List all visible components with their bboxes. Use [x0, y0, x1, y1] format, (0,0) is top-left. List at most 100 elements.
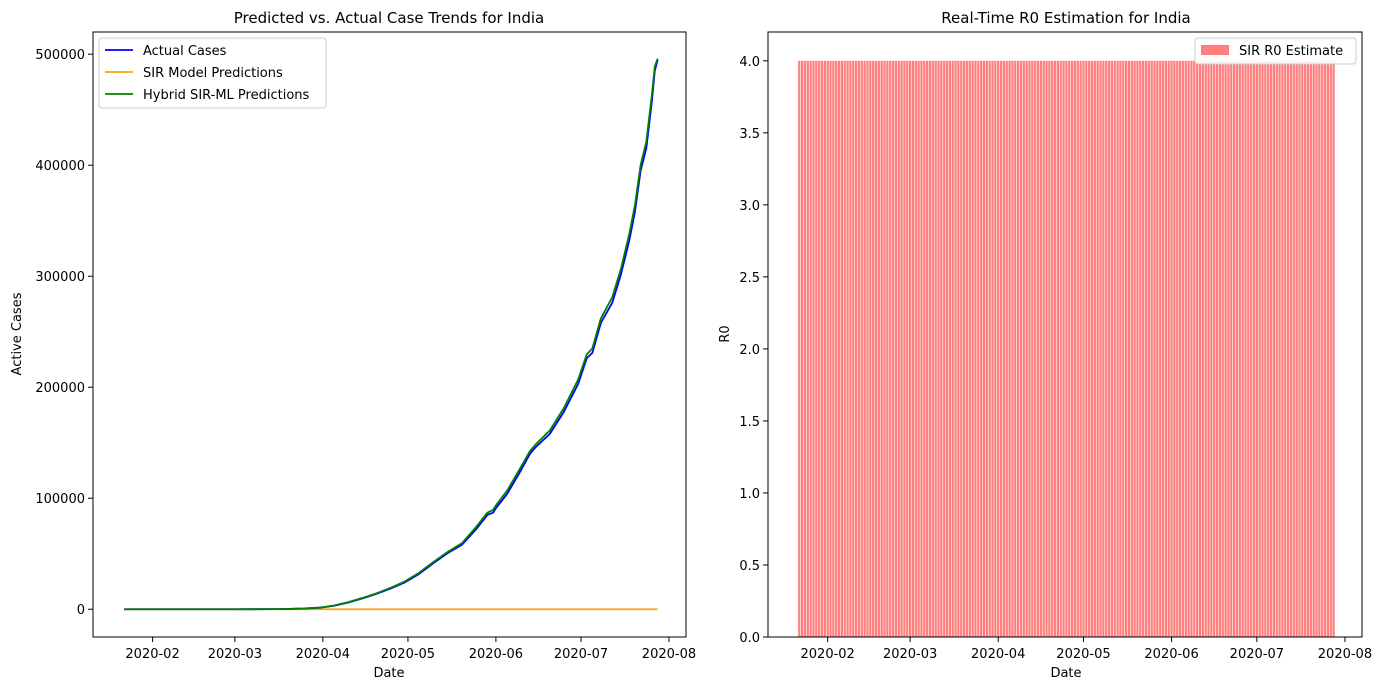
r0-bar: [1198, 60, 1202, 638]
r0-bar: [988, 60, 991, 638]
r0-bar: [880, 60, 883, 638]
r0-bar: [1306, 60, 1310, 638]
r0-bar: [1250, 60, 1253, 638]
r0-bar: [852, 60, 855, 638]
r0-bar: [1164, 60, 1168, 638]
x-tick-label: 2020-06: [469, 647, 523, 662]
y-tick-label: 300000: [35, 270, 85, 285]
r0-bar: [809, 60, 812, 638]
r0-bar: [1167, 60, 1170, 638]
case-trends-chart: Predicted vs. Actual Case Trends for Ind…: [10, 9, 696, 681]
y-tick-label: 100000: [35, 492, 85, 507]
r0-bar: [1019, 60, 1023, 638]
r0-bar: [900, 60, 903, 638]
r0-bar: [1153, 60, 1156, 638]
r0-bar: [1210, 60, 1213, 638]
r0-bar: [1034, 60, 1037, 638]
r0-bar: [1221, 60, 1224, 638]
r0-bar: [889, 60, 892, 638]
r0-bar: [866, 60, 869, 638]
legend-box: [98, 37, 327, 109]
legend-label-hybrid: Hybrid SIR-ML Predictions: [143, 88, 310, 103]
r0-bar: [1213, 60, 1216, 638]
r0-bar: [1193, 60, 1196, 638]
r0-bar: [1247, 60, 1250, 638]
r0-bar: [1028, 60, 1031, 638]
r0-bar: [1119, 60, 1122, 638]
r0-bar: [1258, 60, 1261, 638]
r0-bar: [1184, 60, 1187, 638]
r0-bar: [1309, 60, 1312, 638]
series-line-hybrid-sir-ml-predictions: [124, 58, 659, 611]
r0-bar: [1170, 60, 1173, 638]
y-tick-label: 500000: [35, 48, 85, 63]
x-tick-label: 2020-04: [971, 647, 1025, 662]
r0-bar: [1136, 60, 1139, 638]
r0-bar: [1070, 60, 1074, 638]
r0-bar: [1190, 60, 1193, 638]
x-tick-label: 2020-05: [381, 647, 435, 662]
r0-bar: [1042, 60, 1045, 638]
x-tick-label: 2020-07: [554, 647, 608, 662]
r0-bar: [1008, 60, 1011, 638]
r0-estimation-chart: Real-Time R0 Estimation for India 2020-0…: [718, 9, 1372, 681]
r0-bar: [1224, 60, 1227, 638]
r0-bar: [1079, 60, 1082, 638]
r0-bar: [971, 60, 974, 638]
r0-bar: [818, 60, 821, 638]
r0-bar: [1321, 60, 1324, 638]
r0-bar: [798, 60, 801, 638]
r0-bar: [994, 60, 997, 638]
chart-title: Real-Time R0 Estimation for India: [941, 9, 1190, 27]
r0-bar: [1113, 60, 1116, 638]
r0-bar: [1122, 60, 1125, 638]
r0-bar: [1230, 60, 1233, 638]
r0-bar: [1096, 60, 1099, 638]
case-trends-plot-area: [124, 58, 659, 611]
r0-bar: [826, 60, 829, 638]
r0-bar: [1176, 60, 1179, 638]
y-tick-label: 3.0: [739, 199, 760, 214]
r0-bar: [894, 60, 898, 638]
r0-bar: [985, 60, 988, 638]
r0-bar: [1201, 60, 1204, 638]
r0-bar: [1110, 60, 1114, 638]
r0-bar: [863, 60, 866, 638]
y-tick-label: 0.5: [739, 559, 760, 574]
r0-bar: [914, 60, 917, 638]
r0-bar: [1150, 60, 1153, 638]
r0-bar: [1022, 60, 1025, 638]
r0-bar: [1062, 60, 1065, 638]
y-tick-label: 400000: [35, 159, 85, 174]
r0-bar: [849, 60, 852, 638]
x-tick-label: 2020-08: [642, 647, 696, 662]
r0-bar: [1011, 60, 1014, 638]
r0-bar: [906, 60, 909, 638]
x-axis-ticks: 2020-02 2020-03 2020-04 2020-05 2020-06 2020-…: [125, 637, 696, 662]
r0-bar: [948, 60, 952, 638]
legend-label-sir: SIR Model Predictions: [143, 66, 283, 81]
r0-bar: [869, 60, 872, 638]
r0-bar: [1073, 60, 1077, 638]
plot-frame: [767, 31, 1363, 638]
r0-bar: [1329, 60, 1332, 638]
r0-bar: [1301, 60, 1304, 638]
y-tick-label: 0: [77, 603, 85, 618]
r0-bar: [1144, 60, 1148, 638]
r0-bar: [954, 60, 957, 638]
r0-bar: [962, 60, 966, 638]
r0-bar: [1059, 60, 1062, 638]
r0-bar: [1093, 60, 1096, 638]
r0-bar: [891, 60, 895, 638]
r0-bar: [1181, 60, 1185, 638]
r0-bar: [1238, 60, 1241, 638]
r0-bar: [1124, 60, 1128, 638]
r0-bar: [1235, 60, 1239, 638]
x-axis-ticks: 2020-02 2020-03 2020-04 2020-05 2020-06 2020-…: [801, 637, 1372, 662]
r0-bar: [1264, 60, 1267, 638]
r0-bar: [1085, 60, 1088, 638]
r0-bar: [1284, 60, 1287, 638]
r0-bar: [999, 60, 1003, 638]
r0-bar: [1318, 60, 1321, 638]
